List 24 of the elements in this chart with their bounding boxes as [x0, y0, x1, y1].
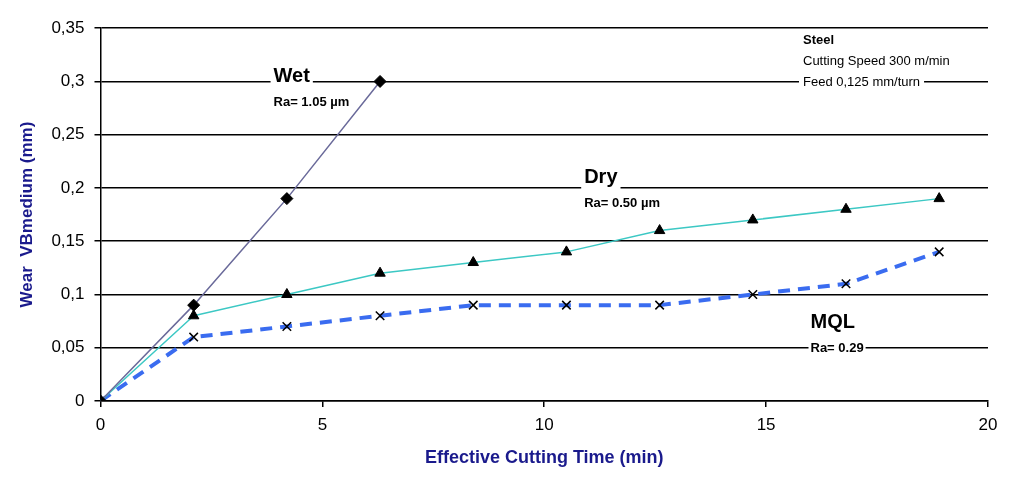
annotation: Feed 0,125 mm/turn — [803, 73, 921, 89]
annotation: Ra= 0.50 µm — [584, 194, 660, 210]
annotation: Steel — [803, 31, 835, 47]
x-tick-label: 0 — [95, 414, 106, 434]
series-label: MQL — [810, 309, 855, 332]
y-tick-label: 0,35 — [51, 17, 85, 37]
x-tick-label: 10 — [534, 414, 554, 434]
y-tick-label: 0,3 — [60, 71, 85, 91]
text: Wet — [273, 63, 311, 86]
x-tick-label: 20 — [978, 414, 998, 434]
y-tick-label: 0,2 — [60, 177, 85, 197]
annotation: Ra= 0.29 — [810, 339, 864, 355]
text: Dry — [584, 164, 619, 187]
y-tick-label: 0 — [75, 390, 85, 410]
x-axis-title: Effective Cutting Time (min) — [424, 447, 664, 468]
y-tick-label: 0,05 — [51, 337, 85, 357]
y-axis-title: Wear VBmedium (mm) — [16, 121, 36, 308]
y-tick-label: 0,25 — [51, 124, 85, 144]
annotation: Ra= 1.05 µm — [273, 93, 350, 109]
y-tick-label: 0,15 — [51, 230, 85, 250]
annotation: Cutting Speed 300 m/min — [803, 52, 950, 68]
y-tick-label: 0,1 — [60, 284, 85, 304]
x-tick-label: 5 — [317, 414, 328, 434]
x-tick-label: 15 — [756, 414, 776, 434]
